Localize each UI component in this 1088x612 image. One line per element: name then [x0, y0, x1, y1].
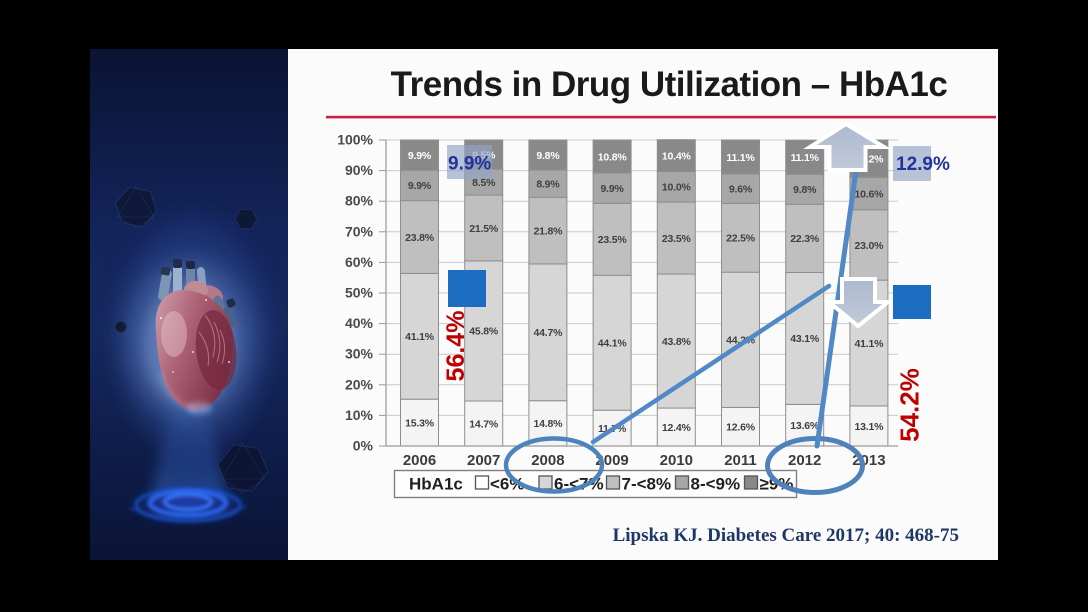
svg-text:Trends in Drug Utilization – H: Trends in Drug Utilization – HbA1c [391, 65, 948, 104]
svg-text:20%: 20% [345, 376, 374, 392]
svg-text:90%: 90% [345, 162, 374, 178]
svg-text:2010: 2010 [660, 452, 693, 469]
svg-text:8-<9%: 8-<9% [691, 475, 741, 494]
svg-text:23.8%: 23.8% [405, 232, 435, 244]
svg-text:10.6%: 10.6% [855, 188, 885, 200]
svg-text:9.8%: 9.8% [536, 150, 560, 162]
svg-text:8.5%: 8.5% [472, 177, 496, 189]
svg-text:9.9%: 9.9% [601, 183, 625, 195]
svg-text:23.0%: 23.0% [855, 240, 885, 252]
svg-text:HbA1c: HbA1c [409, 475, 463, 494]
svg-text:7-<8%: 7-<8% [622, 475, 672, 494]
svg-text:50%: 50% [345, 285, 374, 301]
svg-text:44.7%: 44.7% [534, 327, 564, 339]
svg-text:9.9%: 9.9% [408, 150, 432, 162]
svg-text:40%: 40% [345, 315, 374, 331]
svg-text:9.6%: 9.6% [729, 184, 753, 196]
svg-text:100%: 100% [337, 132, 373, 148]
svg-text:2007: 2007 [467, 452, 500, 469]
svg-text:56.4%: 56.4% [442, 311, 470, 382]
svg-text:13.6%: 13.6% [790, 420, 820, 432]
svg-text:11.1%: 11.1% [791, 152, 820, 164]
svg-text:13.1%: 13.1% [855, 421, 885, 433]
svg-text:80%: 80% [345, 193, 374, 209]
svg-text:11.1%: 11.1% [726, 152, 755, 164]
svg-text:Lipska KJ. Diabetes Care 2017;: Lipska KJ. Diabetes Care 2017; 40: 468-7… [613, 525, 959, 546]
svg-text:2011: 2011 [724, 452, 757, 469]
svg-text:21.8%: 21.8% [534, 225, 564, 237]
svg-text:12.4%: 12.4% [662, 422, 692, 434]
svg-text:43.8%: 43.8% [662, 336, 692, 348]
svg-text:2008: 2008 [531, 452, 564, 469]
svg-text:10.8%: 10.8% [598, 151, 628, 163]
svg-text:2012: 2012 [788, 452, 821, 469]
svg-text:10.0%: 10.0% [662, 182, 692, 194]
svg-text:8.9%: 8.9% [536, 178, 560, 190]
svg-text:2006: 2006 [403, 452, 436, 469]
svg-text:21.5%: 21.5% [469, 223, 499, 235]
svg-text:15.3%: 15.3% [405, 417, 435, 429]
svg-text:0%: 0% [353, 438, 374, 454]
svg-text:30%: 30% [345, 346, 374, 362]
svg-text:54.2%: 54.2% [895, 368, 925, 442]
svg-text:9.9%: 9.9% [408, 180, 432, 192]
svg-text:44.1%: 44.1% [598, 338, 628, 350]
svg-text:23.5%: 23.5% [662, 233, 692, 245]
svg-text:41.1%: 41.1% [855, 338, 885, 350]
svg-text:10.4%: 10.4% [662, 150, 692, 162]
svg-text:9.9%: 9.9% [448, 154, 491, 175]
svg-text:23.5%: 23.5% [598, 234, 628, 246]
svg-text:43.1%: 43.1% [790, 333, 820, 345]
svg-text:14.7%: 14.7% [469, 418, 499, 430]
svg-text:10%: 10% [345, 407, 374, 423]
svg-text:70%: 70% [345, 223, 374, 239]
svg-text:14.8%: 14.8% [534, 418, 564, 430]
svg-text:60%: 60% [345, 254, 374, 270]
svg-text:12.9%: 12.9% [896, 154, 950, 175]
svg-text:12.6%: 12.6% [726, 422, 756, 434]
svg-text:9.8%: 9.8% [793, 184, 817, 196]
svg-text:22.5%: 22.5% [726, 233, 756, 245]
svg-text:45.8%: 45.8% [469, 326, 499, 338]
svg-text:22.3%: 22.3% [790, 233, 820, 245]
svg-text:41.1%: 41.1% [405, 331, 435, 343]
